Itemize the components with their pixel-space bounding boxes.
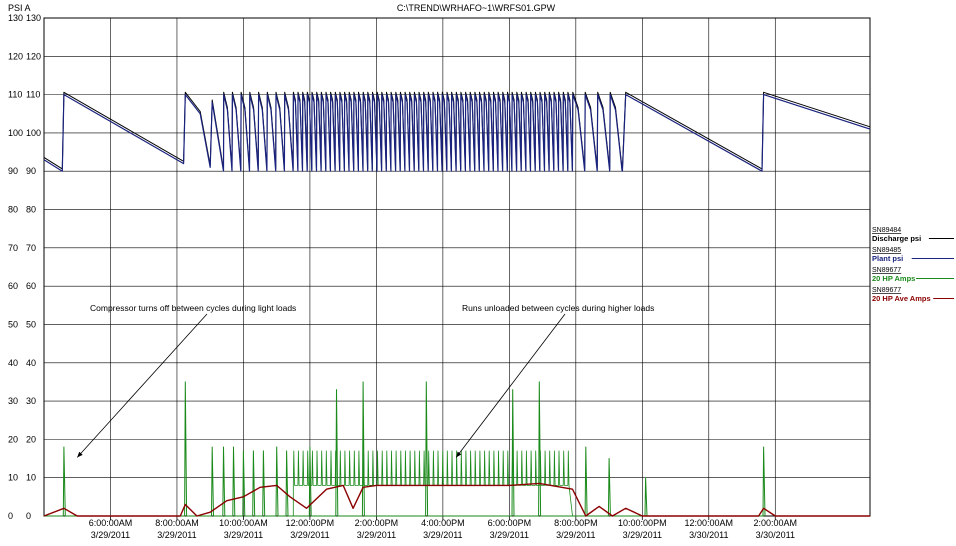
- y-tick-label-right: 50: [26, 319, 36, 329]
- y-tick-label-left: 90: [8, 166, 18, 176]
- annotation-text: Runs unloaded between cycles during high…: [462, 303, 654, 313]
- x-tick-time: 8:00:00PM: [554, 518, 598, 528]
- y-tick-label-right: 70: [26, 243, 36, 253]
- x-tick-date: 3/30/2011: [689, 530, 728, 540]
- x-tick-time: 2:00:00PM: [355, 518, 399, 528]
- y-tick-label-right: 30: [26, 396, 36, 406]
- x-tick-date: 3/29/2011: [623, 530, 662, 540]
- plant-psi-line: [43, 93, 871, 172]
- x-tick-time: 2:00:00AM: [754, 518, 798, 528]
- y-tick-label-left: 20: [8, 434, 18, 444]
- legend-id: SN89677: [872, 287, 901, 294]
- legend-series-name: 20 HP Amps: [872, 274, 915, 283]
- y-tick-label-left: 110: [8, 90, 22, 100]
- x-tick-time: 8:00:00AM: [155, 518, 199, 528]
- y-axis-ticks: 0 0 10 10 20 20 30 30 40 40 50 50 60 60 70 70 80 80 90 90 10…: [8, 13, 41, 521]
- y-tick-label-right: 80: [26, 205, 36, 215]
- legend-id: SN89485: [872, 247, 901, 254]
- x-tick-date: 3/29/2011: [224, 530, 263, 540]
- y-tick-label-left: 100: [8, 128, 23, 138]
- ave-amps-line: [43, 482, 870, 517]
- legend-series-name: Discharge psi: [872, 234, 921, 243]
- y-tick-label-left: 70: [8, 243, 18, 253]
- x-tick-time: 6:00:00AM: [89, 518, 133, 528]
- y-tick-label-right: 90: [26, 166, 36, 176]
- y-tick-label-left: 60: [8, 281, 18, 291]
- x-tick-date: 3/29/2011: [490, 530, 529, 540]
- x-tick-time: 12:00:00AM: [685, 518, 734, 528]
- y-tick-label-left: 10: [8, 473, 18, 483]
- legend-series-name: 20 HP Ave Amps: [872, 294, 931, 303]
- x-tick-date: 3/29/2011: [556, 530, 595, 540]
- x-tick-date: 3/29/2011: [290, 530, 329, 540]
- x-tick-time: 12:00:00PM: [286, 518, 335, 528]
- y-unit-label: PSI A: [8, 3, 31, 13]
- y-tick-label-right: 120: [26, 51, 41, 61]
- x-tick-time: 6:00:00PM: [488, 518, 532, 528]
- chart-title: C:\TREND\WRHAFO~1\WRFS01.GPW: [397, 3, 556, 13]
- x-tick-date: 3/29/2011: [91, 530, 130, 540]
- annotation-text: Compressor turns off between cycles duri…: [90, 303, 296, 313]
- x-tick-time: 10:00:00PM: [618, 518, 667, 528]
- annotation-arrowhead: [77, 451, 83, 458]
- x-tick-date: 3/30/2011: [756, 530, 795, 540]
- plot-frame: [43, 17, 871, 517]
- y-tick-label-right: 0: [26, 511, 31, 521]
- y-tick-label-right: 20: [26, 434, 36, 444]
- y-tick-label-right: 10: [26, 473, 36, 483]
- annotation-arrowhead: [456, 451, 462, 458]
- amps-peaks-line: [44, 381, 766, 517]
- y-tick-label-left: 30: [8, 396, 18, 406]
- x-tick-date: 3/29/2011: [423, 530, 462, 540]
- legend-id: SN89677: [872, 267, 901, 274]
- legend-series-name: Plant psi: [872, 254, 903, 263]
- annotation-arrow: [76, 313, 208, 458]
- y-tick-label-left: 130: [8, 13, 23, 23]
- x-tick-time: 10:00:00AM: [219, 518, 268, 528]
- y-tick-label-left: 50: [8, 319, 18, 329]
- y-tick-label-right: 110: [26, 90, 40, 100]
- y-tick-label-left: 40: [8, 358, 18, 368]
- series: [43, 91, 871, 517]
- x-axis-ticks: 6:00:00AM 3/29/2011 8:00:00AM 3/29/2011 10:0…: [89, 516, 797, 540]
- y-tick-label-left: 120: [8, 51, 23, 61]
- discharge-psi-line: [43, 91, 871, 170]
- y-tick-label-right: 40: [26, 358, 36, 368]
- y-tick-label-left: 80: [8, 205, 18, 215]
- legend-id: SN89484: [872, 227, 901, 234]
- annotation-arrow: [455, 313, 566, 458]
- y-tick-label-right: 130: [26, 13, 41, 23]
- grid: [43, 17, 871, 517]
- x-tick-date: 3/29/2011: [357, 530, 396, 540]
- x-tick-time: 4:00:00PM: [421, 518, 465, 528]
- y-tick-label-left: 0: [8, 511, 13, 521]
- x-tick-date: 3/29/2011: [157, 530, 196, 540]
- annotations: Compressor turns off between cycles duri…: [76, 303, 654, 458]
- y-tick-label-right: 60: [26, 281, 36, 291]
- y-tick-label-right: 100: [26, 128, 41, 138]
